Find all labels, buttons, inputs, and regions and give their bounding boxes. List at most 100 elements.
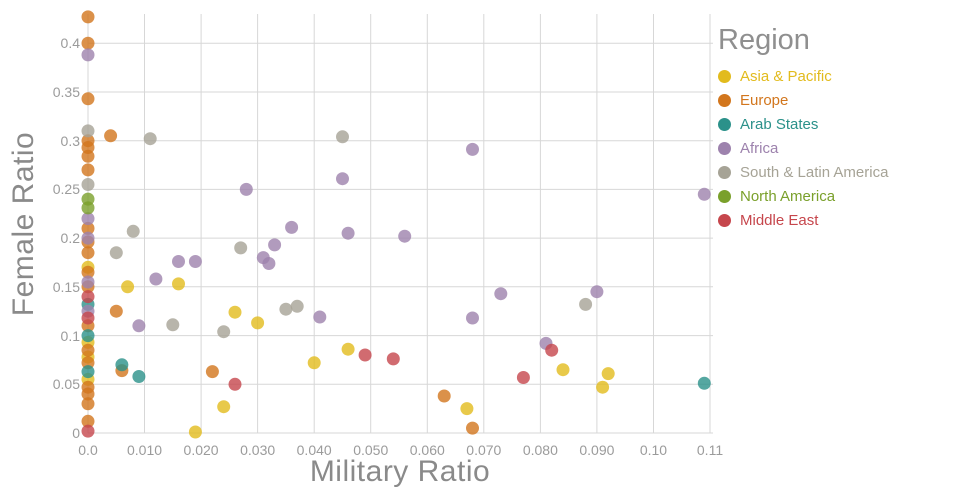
data-point — [556, 363, 570, 377]
data-point — [132, 370, 146, 383]
data-point — [268, 238, 282, 252]
data-point — [81, 221, 95, 235]
data-point — [251, 316, 265, 330]
data-point — [109, 246, 123, 260]
data-point — [81, 201, 95, 215]
y-tick-label: 0.25 — [52, 181, 80, 198]
data-point — [81, 178, 95, 191]
data-point — [81, 212, 95, 226]
y-tick-label: 0.15 — [52, 278, 80, 295]
data-point — [81, 424, 95, 438]
data-point — [285, 220, 299, 234]
data-point — [104, 129, 118, 143]
data-point — [81, 48, 95, 62]
legend-item: Africa — [718, 141, 953, 156]
x-tick-label: 0.060 — [409, 442, 445, 458]
legend-dot-icon — [718, 94, 731, 107]
y-tick-label: 0.35 — [52, 83, 80, 100]
data-point — [81, 275, 95, 289]
data-point — [172, 255, 185, 268]
legend-items: Asia & Pacific Europe Arab States Africa Sou… — [718, 69, 953, 228]
data-point — [545, 343, 559, 357]
data-point — [516, 371, 530, 384]
data-point — [697, 376, 711, 390]
x-tick-label: 0.030 — [240, 442, 276, 458]
data-point — [336, 172, 349, 186]
legend-item: Asia & Pacific — [718, 69, 953, 84]
data-point — [81, 163, 95, 177]
y-tick-label: 0.1 — [60, 327, 80, 344]
legend-item: North America — [718, 189, 953, 204]
legend-title: Region — [718, 24, 810, 56]
data-point — [290, 299, 304, 313]
y-tick-label: 0.2 — [60, 230, 80, 247]
data-point — [188, 255, 202, 268]
data-point — [81, 329, 95, 343]
data-point — [217, 325, 231, 339]
data-point — [81, 387, 95, 401]
data-point — [336, 130, 349, 144]
legend-item: South & Latin America — [718, 165, 953, 180]
x-tick-label: 0.010 — [127, 442, 163, 458]
x-axis-title: Military Ratio — [309, 455, 491, 488]
x-tick-label: 0.040 — [296, 442, 332, 458]
data-point — [81, 290, 95, 304]
data-point — [601, 367, 615, 381]
data-point — [590, 285, 604, 299]
data-point — [341, 226, 355, 240]
data-point — [579, 297, 593, 311]
legend-item: Middle East — [718, 213, 953, 228]
legend-item: Arab States — [718, 117, 953, 132]
x-tick-label: 0.10 — [639, 442, 668, 458]
data-point — [386, 352, 400, 366]
data-point — [81, 246, 95, 260]
x-tick-label: 0.070 — [466, 442, 502, 458]
legend-dot-icon — [718, 142, 731, 155]
y-axis-title: Female Ratio — [7, 131, 40, 317]
data-point — [115, 358, 129, 372]
data-point — [596, 380, 610, 394]
data-point — [228, 305, 242, 319]
data-point — [466, 142, 479, 156]
legend-label: Europe — [740, 92, 789, 109]
legend: Region Asia & Pacific Europe Arab States Af… — [718, 24, 953, 237]
data-point — [205, 365, 219, 379]
x-tick-label: 0.11 — [696, 442, 724, 458]
data-point — [234, 241, 248, 255]
data-point — [143, 132, 157, 146]
data-point — [239, 182, 253, 196]
legend-label: South & Latin America — [740, 164, 889, 181]
data-point — [466, 311, 479, 325]
data-point — [494, 287, 508, 301]
data-point — [262, 257, 276, 270]
data-point — [81, 92, 95, 106]
y-tick-label: 0 — [72, 425, 80, 441]
data-point — [279, 302, 293, 316]
data-point — [466, 421, 479, 435]
data-point — [132, 319, 146, 333]
data-point — [460, 402, 474, 416]
data-point — [81, 397, 95, 411]
data-point — [172, 277, 185, 291]
y-tick-label: 0.3 — [60, 132, 80, 149]
data-point — [81, 124, 95, 138]
x-tick-label: 0.0 — [78, 442, 98, 458]
x-tick-label: 0.020 — [183, 442, 219, 458]
x-tick-label: 0.080 — [522, 442, 558, 458]
legend-dot-icon — [718, 166, 731, 179]
data-point — [109, 304, 123, 318]
data-point — [81, 149, 95, 163]
data-point — [228, 377, 242, 391]
data-point — [81, 231, 95, 245]
data-point — [188, 425, 202, 439]
x-tick-label: 0.050 — [353, 442, 389, 458]
data-point — [121, 280, 135, 294]
legend-label: Arab States — [740, 116, 819, 133]
legend-label: Asia & Pacific — [740, 68, 832, 85]
data-point — [81, 365, 95, 379]
legend-label: Middle East — [740, 212, 819, 229]
data-point — [81, 311, 95, 325]
data-point — [697, 187, 711, 201]
data-point — [166, 318, 180, 332]
